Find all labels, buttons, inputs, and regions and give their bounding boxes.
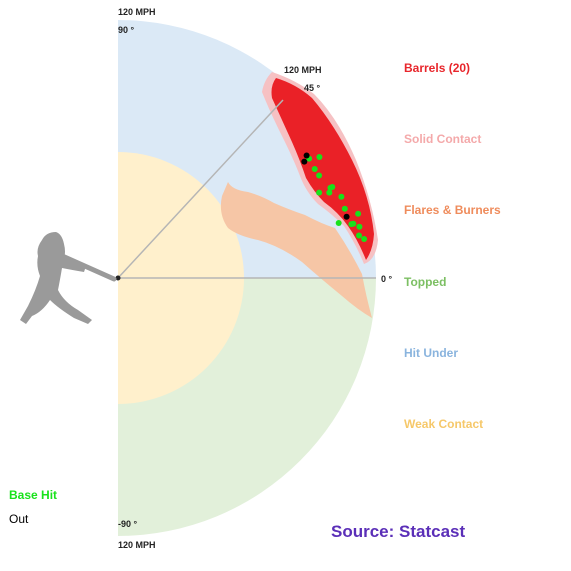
horizontal-angle-label: 0 ° [381, 274, 393, 284]
out-point-3 [343, 213, 350, 220]
data-points [301, 152, 368, 242]
legend-barrels: Barrels (20) [404, 61, 470, 75]
legend-weak-contact: Weak Contact [404, 417, 483, 431]
origin-marker [115, 275, 121, 281]
legend-hit-under: Hit Under [404, 346, 458, 360]
batter-silhouette [20, 232, 117, 324]
base-hit-point-15 [356, 232, 362, 239]
legend-out: Out [9, 512, 29, 526]
base-hit-point-8 [329, 184, 336, 190]
out-point-2 [301, 158, 308, 165]
legend-base-hit: Base Hit [9, 488, 57, 502]
base-hit-point-11 [355, 210, 362, 217]
base-hit-point-6 [326, 189, 333, 196]
base-hit-point-9 [338, 193, 345, 200]
zone-legend: Barrels (20) Solid Contact Flares & Burn… [404, 61, 501, 431]
base-hit-point-17 [350, 220, 357, 227]
flares-burners-zone [220, 182, 372, 318]
forty-five-degree-line [117, 99, 284, 279]
base-hit-point-12 [356, 223, 363, 230]
top-angle-label: 90 ° [118, 25, 135, 35]
source-label: Source: Statcast [331, 522, 465, 541]
base-hit-point-16 [361, 236, 368, 242]
base-hit-point-10 [341, 205, 348, 212]
base-hit-point-5 [316, 154, 323, 160]
top-speed-label: 120 MPH [118, 7, 156, 17]
bottom-speed-label: 120 MPH [118, 540, 156, 550]
base-hit-point-4 [311, 166, 318, 172]
legend-topped: Topped [404, 275, 446, 289]
diagonal-angle-label: 45 ° [304, 83, 321, 93]
legend-solid-contact: Solid Contact [404, 132, 481, 146]
legend-flares-burners: Flares & Burners [404, 203, 501, 217]
diagonal-speed-label: 120 MPH [284, 65, 322, 75]
out-point-1 [303, 152, 310, 159]
base-hit-point-2 [316, 172, 323, 179]
base-hit-point-14 [335, 220, 342, 226]
bottom-angle-label: -90 ° [118, 519, 138, 529]
base-hit-point-1 [316, 189, 323, 196]
